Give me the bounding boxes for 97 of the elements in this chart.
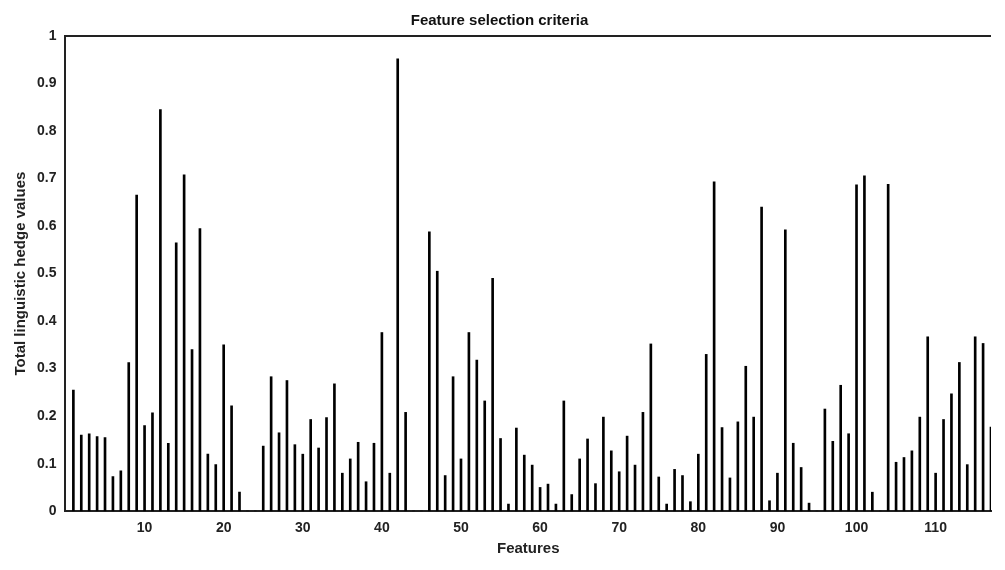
x-tick-label: 90 — [769, 519, 786, 536]
y-tick-label: 0.8 — [36, 121, 57, 138]
bar — [942, 419, 945, 512]
y-axis-title: Total linguistic hedge values — [11, 171, 29, 376]
bar — [973, 336, 977, 512]
bar — [388, 472, 392, 512]
bar — [673, 469, 676, 512]
y-tick-label: 0.9 — [36, 74, 57, 91]
bar — [586, 438, 589, 512]
y-tick-label: 0.4 — [36, 311, 57, 328]
bar — [348, 458, 352, 512]
x-tick-label: 30 — [294, 519, 311, 536]
bar — [617, 471, 621, 512]
bar — [404, 412, 407, 512]
bar — [744, 365, 748, 512]
y-tick-label: 0.7 — [36, 169, 57, 186]
bar — [396, 58, 400, 512]
x-tick-label: 100 — [844, 519, 869, 536]
bar — [784, 229, 787, 512]
bar — [238, 491, 241, 512]
bar — [665, 503, 668, 512]
bar — [127, 362, 131, 512]
bar — [174, 242, 178, 512]
bar — [515, 427, 518, 512]
bar — [950, 393, 953, 512]
bar — [704, 354, 708, 512]
bar — [657, 476, 661, 512]
bar — [135, 194, 138, 512]
x-tick-label: 20 — [215, 519, 232, 536]
y-tick-label: 1 — [48, 26, 57, 43]
x-tick-label: 80 — [690, 519, 707, 536]
bar — [752, 416, 756, 512]
bar — [301, 453, 305, 512]
bar — [159, 109, 162, 512]
bar — [871, 491, 874, 512]
bar — [261, 445, 265, 512]
bar — [831, 441, 835, 512]
bar — [309, 419, 313, 512]
bar — [760, 206, 763, 512]
x-tick-label: 110 — [924, 519, 948, 536]
y-tick-label: 0.3 — [36, 359, 57, 376]
bar — [855, 184, 858, 512]
y-tick-label: 0.5 — [36, 264, 57, 281]
bar — [926, 336, 930, 512]
bar — [428, 231, 431, 512]
x-tick-label: 70 — [611, 519, 628, 536]
bar — [934, 472, 937, 512]
bar — [602, 416, 605, 512]
bar — [791, 442, 795, 512]
bar — [863, 175, 866, 512]
bar — [214, 464, 218, 512]
x-tick-label: 50 — [453, 519, 469, 536]
bar — [222, 344, 225, 512]
bar — [530, 464, 534, 512]
bar — [562, 400, 566, 512]
bar — [578, 458, 581, 512]
bar — [768, 500, 771, 512]
bar — [594, 483, 597, 512]
x-axis-title: Features — [496, 539, 560, 557]
bar — [72, 389, 75, 512]
bar — [776, 472, 779, 512]
x-tick-label: 60 — [532, 519, 549, 536]
bar — [317, 447, 320, 512]
bar — [958, 362, 961, 512]
bar — [499, 438, 502, 512]
bar — [79, 434, 83, 512]
bar — [443, 475, 447, 512]
y-tick-label: 0.1 — [36, 454, 57, 471]
bar — [507, 503, 510, 512]
bar — [965, 464, 969, 512]
bar — [609, 450, 613, 512]
bar — [696, 453, 700, 512]
x-tick-label: 40 — [374, 519, 390, 536]
bar — [839, 384, 843, 512]
bar — [333, 383, 336, 512]
bar — [491, 278, 494, 512]
bar — [681, 475, 684, 512]
x-tick-label: 10 — [136, 519, 153, 536]
bar — [230, 405, 233, 512]
bar — [847, 433, 850, 512]
bar — [918, 416, 922, 512]
bar — [689, 501, 692, 512]
bar — [522, 454, 526, 512]
bar — [166, 442, 170, 512]
bar — [341, 472, 344, 512]
bar — [435, 270, 439, 512]
bar — [151, 412, 154, 512]
bar — [475, 359, 479, 512]
bar — [483, 400, 487, 512]
y-tick-label: 0.2 — [36, 407, 57, 424]
bar — [325, 417, 328, 512]
bar — [143, 425, 146, 512]
chart-title: Feature selection criteria — [410, 11, 589, 29]
bar — [570, 494, 574, 512]
y-tick-label: 0.6 — [36, 216, 57, 233]
bar — [87, 433, 91, 512]
y-tick-label: 0 — [48, 502, 57, 519]
